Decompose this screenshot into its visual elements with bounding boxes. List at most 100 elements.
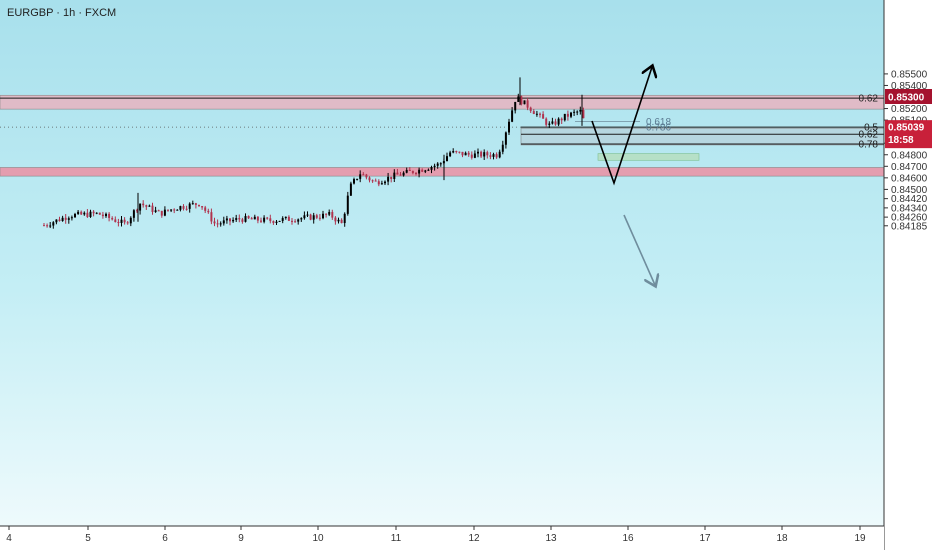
- candle-body: [582, 110, 585, 119]
- candle-body: [570, 112, 572, 117]
- candle-body: [263, 217, 266, 222]
- candle-body: [151, 205, 154, 212]
- candle-body: [278, 220, 281, 222]
- candle-body: [551, 121, 554, 124]
- x-tick-label: 17: [699, 533, 711, 544]
- x-tick-label: 13: [545, 533, 557, 544]
- candle-body: [446, 156, 448, 162]
- candle-body: [322, 213, 324, 219]
- candle-body: [266, 217, 269, 219]
- candle-body: [380, 183, 383, 185]
- candle-body: [526, 100, 529, 108]
- candle-body: [328, 211, 331, 215]
- candle-body: [343, 213, 346, 224]
- candle-body: [167, 209, 169, 211]
- candle-body: [371, 180, 374, 182]
- candle-body: [387, 176, 390, 182]
- candle-body: [368, 177, 371, 181]
- candle-body: [464, 152, 467, 156]
- candle-body: [235, 218, 238, 220]
- candle-body: [207, 210, 210, 213]
- candle-body: [486, 152, 489, 156]
- candle-body: [83, 212, 86, 215]
- candle-body: [67, 218, 70, 220]
- candle-body: [238, 218, 241, 220]
- candle-body: [170, 209, 173, 211]
- candle-body: [191, 203, 194, 205]
- x-tick-label: 18: [776, 533, 788, 544]
- candle-body: [77, 211, 80, 214]
- candle-body: [306, 214, 309, 216]
- candle-body: [346, 195, 349, 214]
- y-tick-label: 0.85500: [891, 69, 928, 80]
- candle-body: [480, 151, 483, 157]
- candle-body: [315, 215, 318, 218]
- candle-body: [269, 218, 272, 222]
- x-tick-label: 10: [312, 533, 324, 544]
- candle-body: [123, 219, 126, 223]
- zones-layer: [0, 94, 885, 177]
- candle-body: [160, 210, 163, 216]
- current-price-label: 0.85039: [888, 123, 925, 134]
- candle-body: [70, 217, 73, 219]
- retracement-zone: [520, 127, 885, 146]
- candle-body: [303, 215, 306, 219]
- candle-body: [108, 213, 111, 218]
- y-tick-label: 0.85400: [891, 81, 928, 92]
- candle-body: [402, 172, 405, 176]
- x-tick-label: 11: [391, 533, 402, 544]
- candle-body: [188, 203, 191, 209]
- candle-body: [579, 110, 582, 112]
- candle-body: [495, 154, 498, 158]
- candle-body: [204, 207, 207, 211]
- marked-price-label: 0.85300: [888, 93, 925, 104]
- candle-body: [201, 206, 204, 208]
- candle-body: [163, 209, 166, 216]
- candle-body: [173, 209, 176, 211]
- candle-body: [563, 113, 566, 121]
- candle-body: [573, 111, 576, 113]
- candle-body: [334, 217, 337, 222]
- chart-title: EURGBP · 1h · FXCM: [7, 7, 116, 19]
- candle-body: [58, 219, 61, 222]
- candle-body: [198, 204, 200, 207]
- candle-body: [182, 206, 185, 209]
- time-axis[interactable]: [0, 526, 884, 550]
- y-tick-label: 0.84500: [891, 185, 928, 196]
- candle-body: [477, 151, 479, 154]
- candle-body: [560, 118, 563, 121]
- candle-body: [312, 215, 315, 220]
- x-tick-labels: 4 5 6 9 10 11 12 13 16 17 18 19: [6, 526, 866, 544]
- candle-body: [470, 154, 473, 158]
- candle-body: [365, 174, 368, 178]
- x-tick-label: 5: [85, 533, 91, 544]
- candle-body: [126, 222, 129, 224]
- x-tick-label: 6: [162, 533, 168, 544]
- candle-body: [548, 123, 551, 125]
- candle-body: [219, 223, 222, 225]
- candle-body: [120, 219, 123, 223]
- candle-body: [455, 151, 458, 153]
- candle-body: [148, 205, 151, 207]
- candle-body: [256, 216, 259, 221]
- candle-body: [216, 223, 219, 225]
- candle-body: [349, 183, 352, 196]
- candle-body: [411, 170, 414, 174]
- candle-body: [114, 219, 117, 222]
- y-tick-label: 0.84600: [891, 173, 928, 184]
- projection-path: [591, 67, 652, 186]
- candle-body: [393, 172, 396, 179]
- candle-body: [80, 211, 83, 215]
- candle-body: [576, 111, 579, 113]
- candle-body: [139, 203, 142, 211]
- y-tick-label: 0.84420: [891, 194, 928, 205]
- candle-body: [408, 169, 411, 171]
- x-tick-label: 12: [468, 533, 480, 544]
- x-tick-label: 4: [6, 533, 12, 544]
- candle-body: [514, 101, 517, 111]
- level-label: 0.78: [859, 140, 879, 151]
- candle-body: [95, 212, 98, 214]
